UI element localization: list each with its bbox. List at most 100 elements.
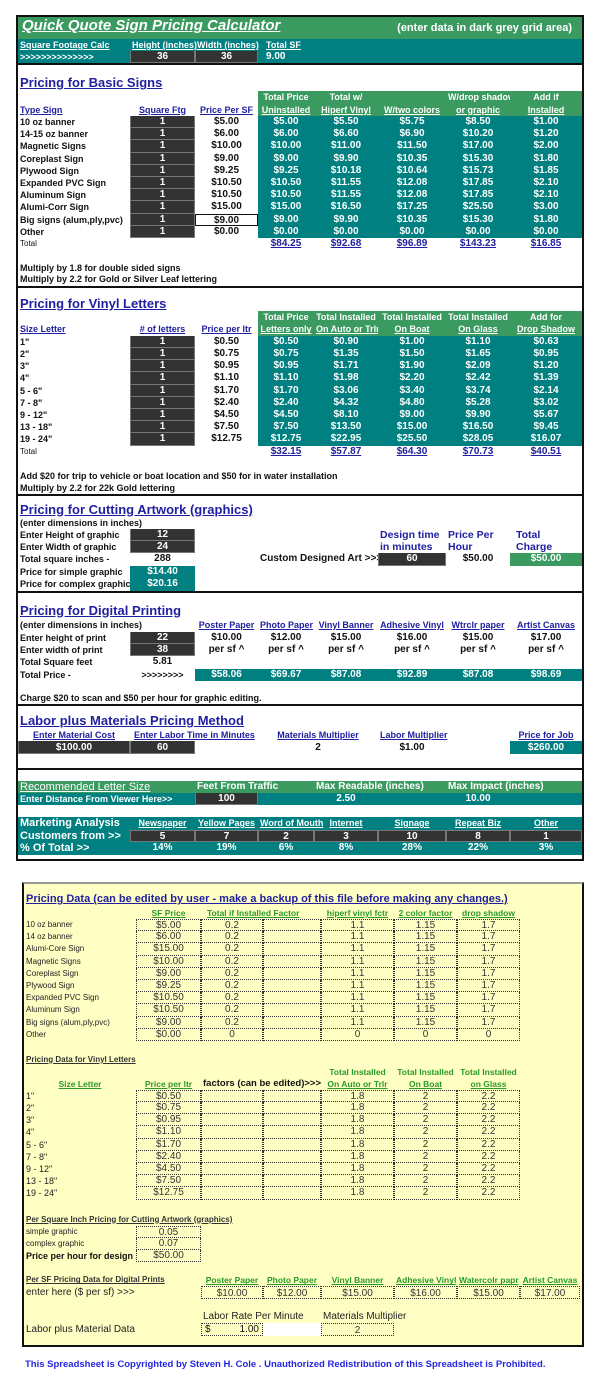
customer-count-input[interactable]: 1 — [510, 829, 582, 843]
customer-count-input[interactable]: 5 — [130, 829, 195, 843]
sf-price-input[interactable]: $5.00 — [136, 919, 201, 932]
letter-price-input[interactable]: $2.40 — [136, 1150, 201, 1163]
customer-count-input[interactable]: 8 — [446, 829, 510, 843]
installed-factor-input[interactable]: 0.2 — [201, 931, 263, 944]
total-value[interactable]: $84.25 — [270, 237, 302, 249]
drop-shadow-factor-input[interactable]: 1.7 — [457, 1016, 520, 1029]
complex-rate-input[interactable]: 0.07 — [136, 1237, 201, 1251]
glass-factor-input[interactable]: 2.2 — [457, 1102, 520, 1115]
total-value[interactable]: $16.85 — [530, 237, 562, 249]
width-input[interactable]: 38 — [130, 643, 195, 657]
drop-shadow-factor-input[interactable]: 1.7 — [457, 943, 520, 956]
boat-factor-input[interactable]: 2 — [394, 1163, 457, 1176]
hiperf-factor-input[interactable]: 1.1 — [321, 943, 394, 956]
letter-price-input[interactable]: $0.95 — [136, 1114, 201, 1127]
count-input[interactable]: 1 — [130, 433, 195, 446]
drop-shadow-factor-input[interactable]: 1.7 — [457, 931, 520, 944]
two-color-factor-input[interactable]: 1.15 — [394, 1004, 457, 1017]
total-value[interactable]: $57.87 — [330, 445, 362, 457]
count-input[interactable]: 1 — [130, 384, 195, 397]
width-input[interactable]: 36 — [195, 51, 258, 63]
sqft-input[interactable]: 1 — [130, 152, 195, 165]
installed-factor-input[interactable]: 0.2 — [201, 992, 263, 1005]
auto-factor-input[interactable]: 1.8 — [321, 1089, 394, 1103]
letter-price-input[interactable]: $0.50 — [136, 1089, 201, 1103]
sqft-input[interactable]: 1 — [130, 201, 195, 214]
hiperf-factor-input[interactable]: 1.1 — [321, 1016, 394, 1029]
count-input[interactable]: 1 — [130, 335, 195, 349]
customer-count-input[interactable]: 3 — [314, 829, 378, 843]
sf-price-input[interactable]: $15.00 — [136, 943, 201, 956]
boat-factor-input[interactable]: 2 — [394, 1126, 457, 1139]
glass-factor-input[interactable]: 2.2 — [457, 1138, 520, 1151]
auto-factor-input[interactable]: 1.8 — [321, 1138, 394, 1151]
sqft-input[interactable]: 1 — [130, 225, 195, 238]
hiperf-factor-input[interactable]: 0 — [321, 1028, 394, 1041]
materials-multiplier-input[interactable]: 2 — [321, 1323, 394, 1337]
total-value[interactable]: $92.68 — [330, 237, 362, 249]
hiperf-factor-input[interactable]: 1.1 — [321, 919, 394, 932]
hiperf-factor-input[interactable]: 1.1 — [321, 955, 394, 968]
count-input[interactable]: 1 — [130, 396, 195, 409]
auto-factor-input[interactable]: 1.8 — [321, 1126, 394, 1139]
two-color-factor-input[interactable]: 1.15 — [394, 919, 457, 932]
count-input[interactable]: 1 — [130, 348, 195, 361]
two-color-factor-input[interactable]: 1.15 — [394, 979, 457, 993]
hiperf-factor-input[interactable]: 1.1 — [321, 931, 394, 944]
glass-factor-input[interactable]: 2.2 — [457, 1163, 520, 1176]
count-input[interactable]: 1 — [130, 421, 195, 434]
two-color-factor-input[interactable]: 1.15 — [394, 992, 457, 1005]
sf-price-input[interactable]: $10.50 — [136, 1004, 201, 1017]
two-color-factor-input[interactable]: 1.15 — [394, 1016, 457, 1029]
total-value[interactable]: $64.30 — [396, 445, 428, 457]
labor-rate-input[interactable]: $1.00 — [201, 1323, 263, 1337]
total-value[interactable]: $40.51 — [530, 445, 562, 457]
sf-price-input[interactable]: $9.00 — [136, 967, 201, 980]
total-value[interactable]: $32.15 — [270, 445, 302, 457]
design-time-input[interactable]: 60 — [378, 553, 446, 566]
glass-factor-input[interactable]: 2.2 — [457, 1150, 520, 1163]
sf-price-input[interactable]: $10.50 — [136, 992, 201, 1005]
sqft-input[interactable]: 1 — [130, 213, 195, 226]
letter-price-input[interactable]: $7.50 — [136, 1175, 201, 1188]
count-input[interactable]: 1 — [130, 409, 195, 422]
installed-factor-input[interactable]: 0.2 — [201, 967, 263, 980]
two-color-factor-input[interactable]: 1.15 — [394, 943, 457, 956]
material-cost-input[interactable]: $100.00 — [18, 741, 130, 755]
installed-factor-input[interactable]: 0.2 — [201, 1016, 263, 1029]
installed-factor-input[interactable]: 0.2 — [201, 919, 263, 932]
sqft-input[interactable]: 1 — [130, 176, 195, 190]
customer-count-input[interactable]: 10 — [378, 829, 446, 843]
installed-factor-input[interactable]: 0.2 — [201, 955, 263, 968]
two-color-factor-input[interactable]: 1.15 — [394, 967, 457, 980]
sf-price-input[interactable]: $0.00 — [136, 1028, 201, 1041]
letter-price-input[interactable]: $1.10 — [136, 1126, 201, 1139]
sqft-input[interactable]: 1 — [130, 140, 195, 153]
auto-factor-input[interactable]: 1.8 — [321, 1102, 394, 1115]
glass-factor-input[interactable]: 2.2 — [457, 1126, 520, 1139]
drop-shadow-factor-input[interactable]: 1.7 — [457, 1004, 520, 1017]
boat-factor-input[interactable]: 2 — [394, 1138, 457, 1151]
hiperf-factor-input[interactable]: 1.1 — [321, 992, 394, 1005]
sf-price-input[interactable]: $6.00 — [136, 931, 201, 944]
sf-price-input[interactable]: $9.00 — [136, 1016, 201, 1029]
hiperf-factor-input[interactable]: 1.1 — [321, 1004, 394, 1017]
boat-factor-input[interactable]: 2 — [394, 1187, 457, 1200]
sqft-input[interactable]: 1 — [130, 164, 195, 177]
auto-factor-input[interactable]: 1.8 — [321, 1187, 394, 1200]
letter-price-input[interactable]: $12.75 — [136, 1187, 201, 1200]
drop-shadow-factor-input[interactable]: 0 — [457, 1028, 520, 1041]
drop-shadow-factor-input[interactable]: 1.7 — [457, 919, 520, 932]
hiperf-factor-input[interactable]: 1.1 — [321, 967, 394, 980]
auto-factor-input[interactable]: 1.8 — [321, 1150, 394, 1163]
auto-factor-input[interactable]: 1.8 — [321, 1163, 394, 1176]
drop-shadow-factor-input[interactable]: 1.7 — [457, 992, 520, 1005]
count-input[interactable]: 1 — [130, 360, 195, 373]
drop-shadow-factor-input[interactable]: 1.7 — [457, 955, 520, 968]
two-color-factor-input[interactable]: 0 — [394, 1028, 457, 1041]
boat-factor-input[interactable]: 2 — [394, 1089, 457, 1103]
digital-price-input[interactable]: $15.00 — [321, 1286, 394, 1300]
hiperf-factor-input[interactable]: 1.1 — [321, 979, 394, 993]
auto-factor-input[interactable]: 1.8 — [321, 1114, 394, 1127]
count-input[interactable]: 1 — [130, 372, 195, 385]
